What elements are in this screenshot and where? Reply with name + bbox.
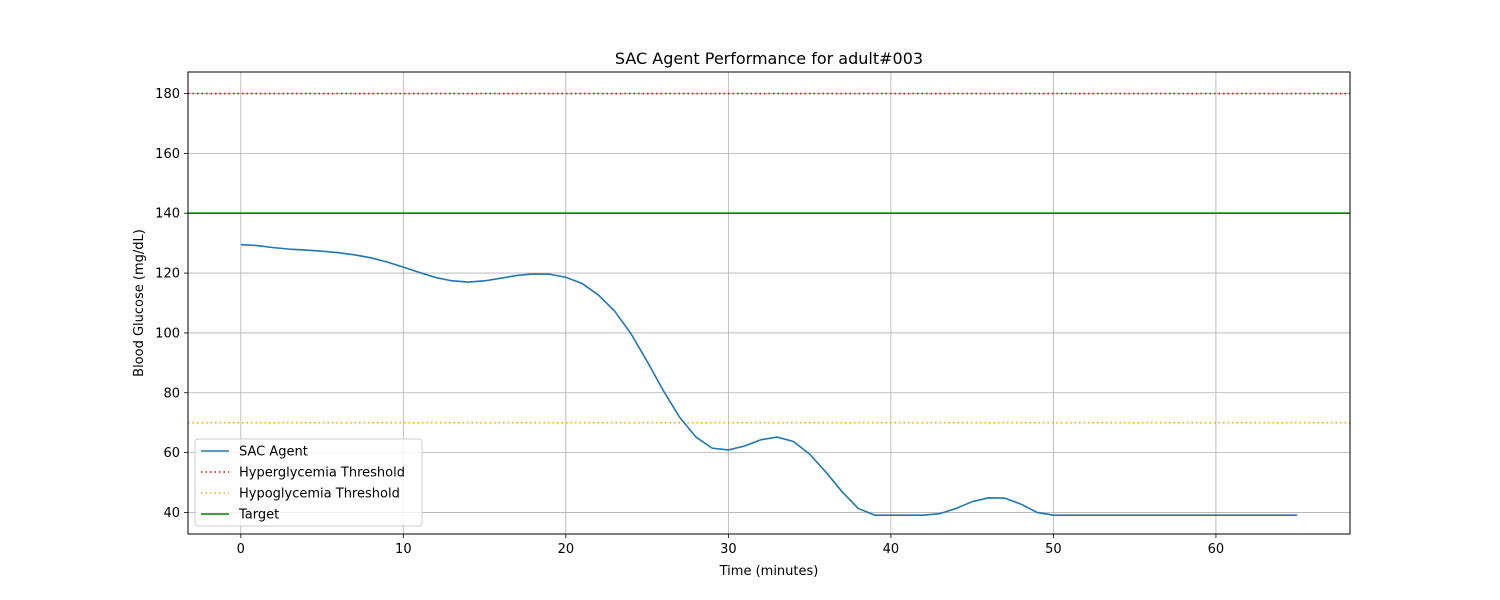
legend-label: SAC Agent xyxy=(239,445,308,460)
x-tick-label: 0 xyxy=(237,542,245,557)
y-tick-label: 120 xyxy=(155,267,180,282)
legend-box xyxy=(194,438,423,527)
reference-lines xyxy=(188,92,1350,424)
plot-frame xyxy=(187,71,1351,535)
y-tick-label: 80 xyxy=(163,386,180,401)
x-tick-label: 60 xyxy=(1208,542,1225,557)
y-tick-label: 60 xyxy=(163,446,180,461)
x-tick-label: 20 xyxy=(558,542,575,557)
x-tick-label: 50 xyxy=(1045,542,1062,557)
series-layer xyxy=(240,243,1298,516)
x-axis-label: Time (minutes) xyxy=(719,564,819,579)
legend: SAC Agent Hyperglycemia Threshold Hypoglyc… xyxy=(194,438,423,527)
legend-label: Target xyxy=(238,508,279,523)
y-axis-label: Blood Glucose (mg/dL) xyxy=(132,229,147,377)
y-tick-label: 40 xyxy=(163,506,180,521)
x-tick-label: 30 xyxy=(720,542,737,557)
series-line-sac-agent xyxy=(240,243,1298,516)
x-tick-label: 40 xyxy=(883,542,900,557)
y-tick-label: 100 xyxy=(155,326,180,341)
y-tick-label: 140 xyxy=(155,207,180,222)
y-tick-label: 160 xyxy=(155,147,180,162)
y-tick-label: 180 xyxy=(155,87,180,102)
x-axis-ticks: 0 10 20 30 40 50 60 xyxy=(237,534,1225,557)
legend-label: Hyperglycemia Threshold xyxy=(239,466,405,481)
y-axis-ticks: 40 60 80 100 120 140 160 180 xyxy=(155,87,188,521)
x-tick-label: 10 xyxy=(395,542,412,557)
chart-title: SAC Agent Performance for adult#003 xyxy=(615,49,923,68)
legend-label: Hypoglycemia Threshold xyxy=(239,487,400,502)
